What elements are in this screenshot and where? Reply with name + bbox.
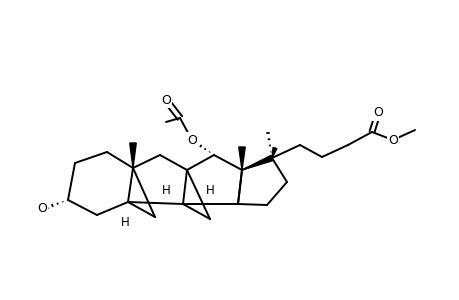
Text: O: O — [37, 202, 47, 215]
Text: H: H — [161, 184, 170, 197]
Text: O: O — [387, 134, 397, 146]
Text: H: H — [120, 217, 129, 230]
Text: H: H — [205, 184, 214, 197]
Text: O: O — [161, 94, 171, 106]
Text: O: O — [187, 134, 196, 146]
Polygon shape — [241, 155, 273, 170]
Polygon shape — [129, 143, 136, 168]
Text: O: O — [372, 106, 382, 119]
Polygon shape — [271, 147, 276, 158]
Polygon shape — [238, 147, 245, 170]
